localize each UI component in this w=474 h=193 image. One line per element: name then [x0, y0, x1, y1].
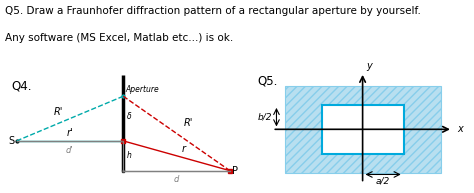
Text: b/2: b/2 — [257, 113, 272, 122]
Text: a/2: a/2 — [376, 177, 390, 186]
Text: d': d' — [66, 146, 74, 155]
Text: r': r' — [67, 128, 73, 138]
Text: S: S — [8, 136, 14, 146]
Text: Any software (MS Excel, Matlab etc...) is ok.: Any software (MS Excel, Matlab etc...) i… — [5, 33, 233, 43]
Text: R': R' — [184, 119, 193, 129]
Text: r: r — [182, 144, 185, 154]
Text: y: y — [367, 61, 373, 71]
Text: x: x — [457, 124, 463, 134]
Text: Aperture: Aperture — [126, 85, 159, 94]
Text: R': R' — [54, 107, 63, 117]
Text: h: h — [127, 151, 132, 160]
Text: Q4.: Q4. — [12, 80, 32, 93]
Text: δ: δ — [127, 112, 131, 121]
Text: P: P — [232, 166, 238, 176]
Text: Q5. Draw a Fraunhofer diffraction pattern of a rectangular aperture by yourself.: Q5. Draw a Fraunhofer diffraction patter… — [5, 6, 420, 16]
Text: d: d — [174, 175, 179, 184]
Bar — [285, 86, 440, 173]
Text: Q5.: Q5. — [257, 74, 278, 87]
Bar — [321, 105, 404, 154]
